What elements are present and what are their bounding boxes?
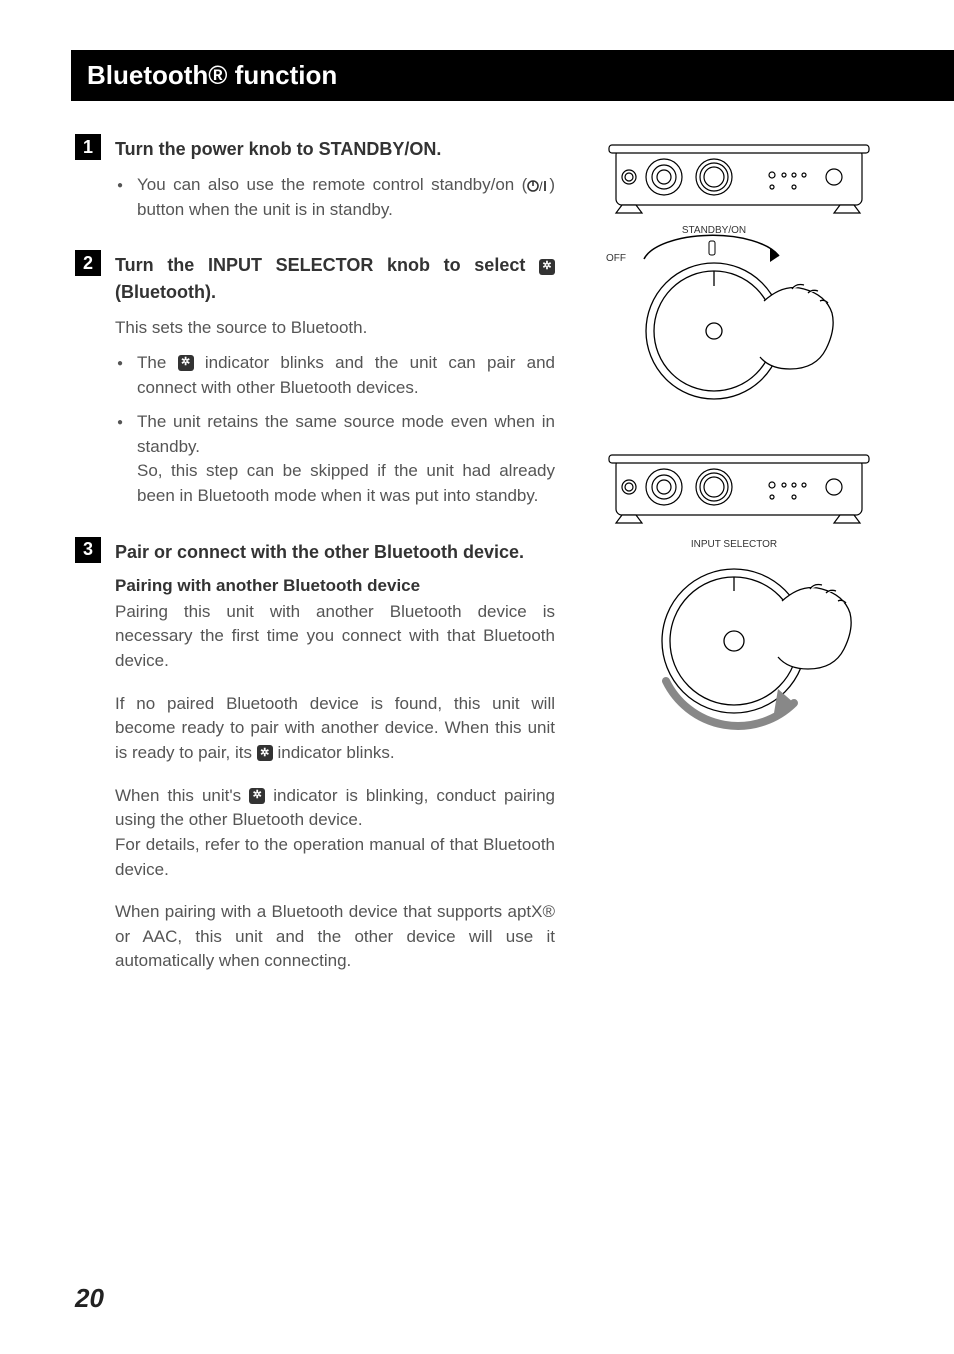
figure-input-selector-knob: INPUT SELECTOR	[594, 451, 874, 751]
step-2-bullet-2: The unit retains the same source mode ev…	[137, 410, 555, 509]
step-3-p1: Pairing this unit with another Bluetooth…	[115, 600, 555, 674]
step-2-bullets: The ✲ indicator blinks and the unit can …	[115, 351, 555, 509]
power-standby-icon: /	[527, 179, 549, 193]
bluetooth-icon: ✲	[249, 788, 265, 804]
bluetooth-icon: ✲	[178, 355, 194, 371]
step-3-heading: Pair or connect with the other Bluetooth…	[115, 539, 555, 566]
figure1-label-off: OFF	[606, 253, 626, 264]
page-number: 20	[75, 1283, 104, 1314]
step-3-subheading: Pairing with another Bluetooth device	[115, 576, 555, 596]
step-2-heading: Turn the INPUT SELECTOR knob to select ✲…	[115, 252, 555, 306]
step-1-bullet-1: You can also use the remote control stan…	[137, 173, 555, 222]
section-title-bar: Bluetooth® function	[71, 50, 954, 101]
step-3-p4: When pairing with a Bluetooth device tha…	[115, 900, 555, 974]
step-number-3: 3	[75, 537, 101, 563]
step-3-p3: When this unit's ✲ indicator is blinking…	[115, 784, 555, 883]
step-3: 3 Pair or connect with the other Bluetoo…	[75, 539, 555, 974]
figure2-label: INPUT SELECTOR	[691, 539, 777, 550]
step-number-2: 2	[75, 250, 101, 276]
content-row: 1 Turn the power knob to STANDBY/ON. You…	[75, 136, 889, 1004]
right-column: STANDBY/ON OFF	[579, 136, 889, 1004]
bluetooth-icon: ✲	[257, 745, 273, 761]
svg-text:/: /	[539, 179, 543, 193]
section-title: Bluetooth® function	[87, 60, 337, 90]
step-3-p2: If no paired Bluetooth device is found, …	[115, 692, 555, 766]
left-column: 1 Turn the power knob to STANDBY/ON. You…	[75, 136, 555, 1004]
step-number-1: 1	[75, 134, 101, 160]
step-2-bullet-1: The ✲ indicator blinks and the unit can …	[137, 351, 555, 400]
figure1-label-standby: STANDBY/ON	[682, 225, 746, 236]
step-1: 1 Turn the power knob to STANDBY/ON. You…	[75, 136, 555, 222]
step-2-note: This sets the source to Bluetooth.	[115, 316, 555, 341]
bluetooth-icon: ✲	[539, 259, 555, 275]
step-1-bullets: You can also use the remote control stan…	[115, 173, 555, 222]
step-1-heading: Turn the power knob to STANDBY/ON.	[115, 136, 555, 163]
step-2: 2 Turn the INPUT SELECTOR knob to select…	[75, 252, 555, 508]
figure-standby-knob: STANDBY/ON OFF	[594, 141, 874, 411]
